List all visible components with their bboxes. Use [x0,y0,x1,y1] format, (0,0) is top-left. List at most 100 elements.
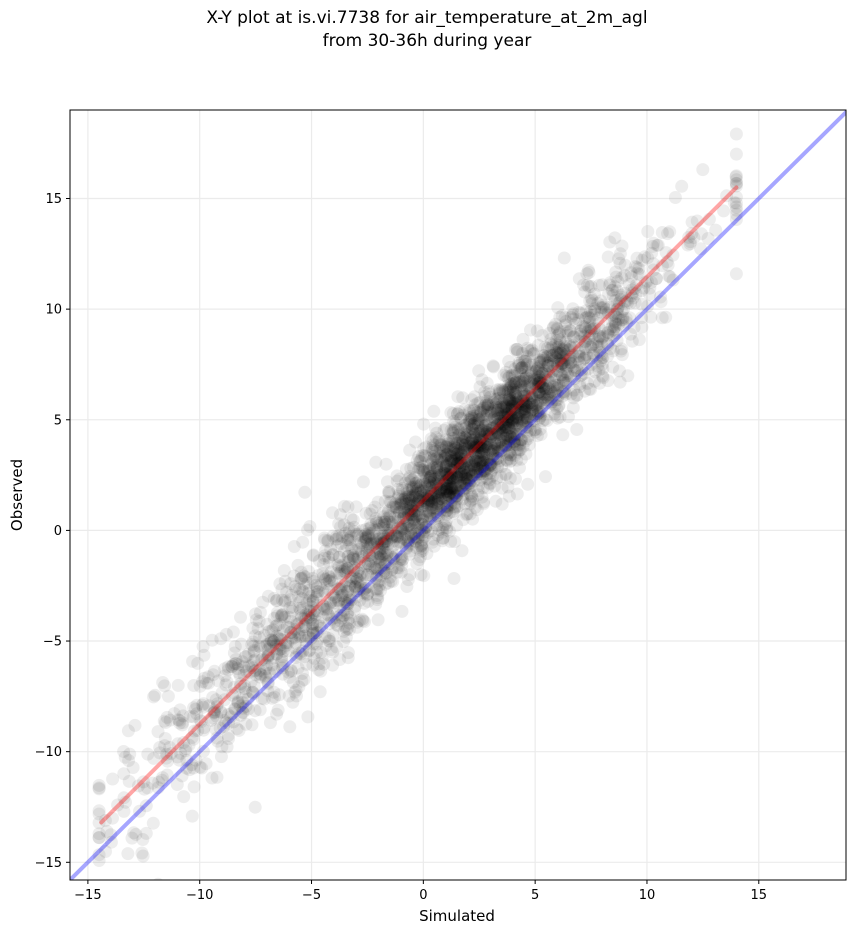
data-point [422,495,436,509]
data-point [405,502,419,516]
data-point [442,471,456,485]
data-point [479,418,493,432]
data-point [525,400,539,414]
data-point [729,200,743,214]
data-point [468,440,481,454]
data-point [466,457,480,471]
data-point [414,489,428,503]
data-point [499,405,513,419]
data-point [458,419,472,433]
data-point [478,427,492,441]
data-point [267,591,281,605]
data-point [465,458,479,472]
data-point [403,519,417,533]
data-point [424,524,438,538]
data-point [343,611,357,624]
data-point [499,398,513,412]
data-point [492,421,506,435]
data-point [587,346,601,360]
data-point [469,447,483,460]
data-point [505,403,519,417]
data-point [275,633,289,647]
data-point [480,426,494,439]
data-point [389,529,403,543]
data-point [597,300,611,314]
data-point [513,358,527,372]
data-point [293,630,307,644]
data-point [481,423,495,437]
data-point [490,383,504,397]
data-point [363,540,377,553]
data-point [555,356,569,370]
data-point [310,581,324,595]
data-point [501,438,515,452]
data-point [318,585,332,599]
data-point [333,550,347,564]
data-point [578,340,592,354]
data-point [357,568,370,582]
data-point [361,568,375,582]
data-point [503,388,517,402]
chart-title: X-Y plot at is.vi.7738 for air_temperatu… [206,8,648,28]
data-point [404,461,418,475]
data-point [503,446,517,460]
data-point [370,535,384,549]
data-point [625,270,639,284]
data-point [655,259,669,273]
data-point [409,497,423,511]
data-point [467,462,481,476]
data-point [351,576,365,590]
data-point [466,418,480,432]
data-point [400,483,414,497]
data-point [342,555,355,569]
data-point [426,438,440,452]
data-point [329,532,343,546]
data-point [404,526,418,540]
data-point [477,455,491,469]
data-point [620,315,633,329]
data-point [318,573,332,587]
data-point [489,494,503,508]
data-point [584,309,598,322]
data-point [683,237,697,251]
data-point [488,404,502,417]
x-tick-label: −15 [74,888,101,903]
data-point [447,506,461,520]
data-point [330,618,344,632]
data-point [513,443,527,457]
data-point [422,473,436,487]
data-point [437,445,451,459]
data-point [525,414,538,428]
data-point [537,388,551,401]
data-point [581,362,595,376]
data-point [535,387,549,401]
data-point [439,467,453,480]
data-point [470,458,484,472]
data-point [637,281,651,295]
data-point [358,559,372,573]
data-point [449,489,463,503]
data-point [510,443,524,457]
data-point [561,353,575,367]
data-point [625,283,639,297]
data-point [566,302,580,316]
data-point [372,563,386,577]
data-point [601,326,615,339]
data-point [696,163,710,177]
data-point [397,496,410,510]
data-point [432,484,446,498]
data-point [478,398,492,412]
data-point [444,462,457,476]
data-point [117,804,131,818]
chart-subtitle: from 30-36h during year [322,31,532,51]
data-point [403,493,417,507]
data-point [279,638,293,652]
data-point [475,441,489,455]
data-point [263,666,277,680]
data-point [416,510,430,524]
data-point [500,453,514,467]
data-point [342,525,356,539]
data-point [160,747,174,761]
data-point [175,769,189,783]
data-point [337,624,351,638]
